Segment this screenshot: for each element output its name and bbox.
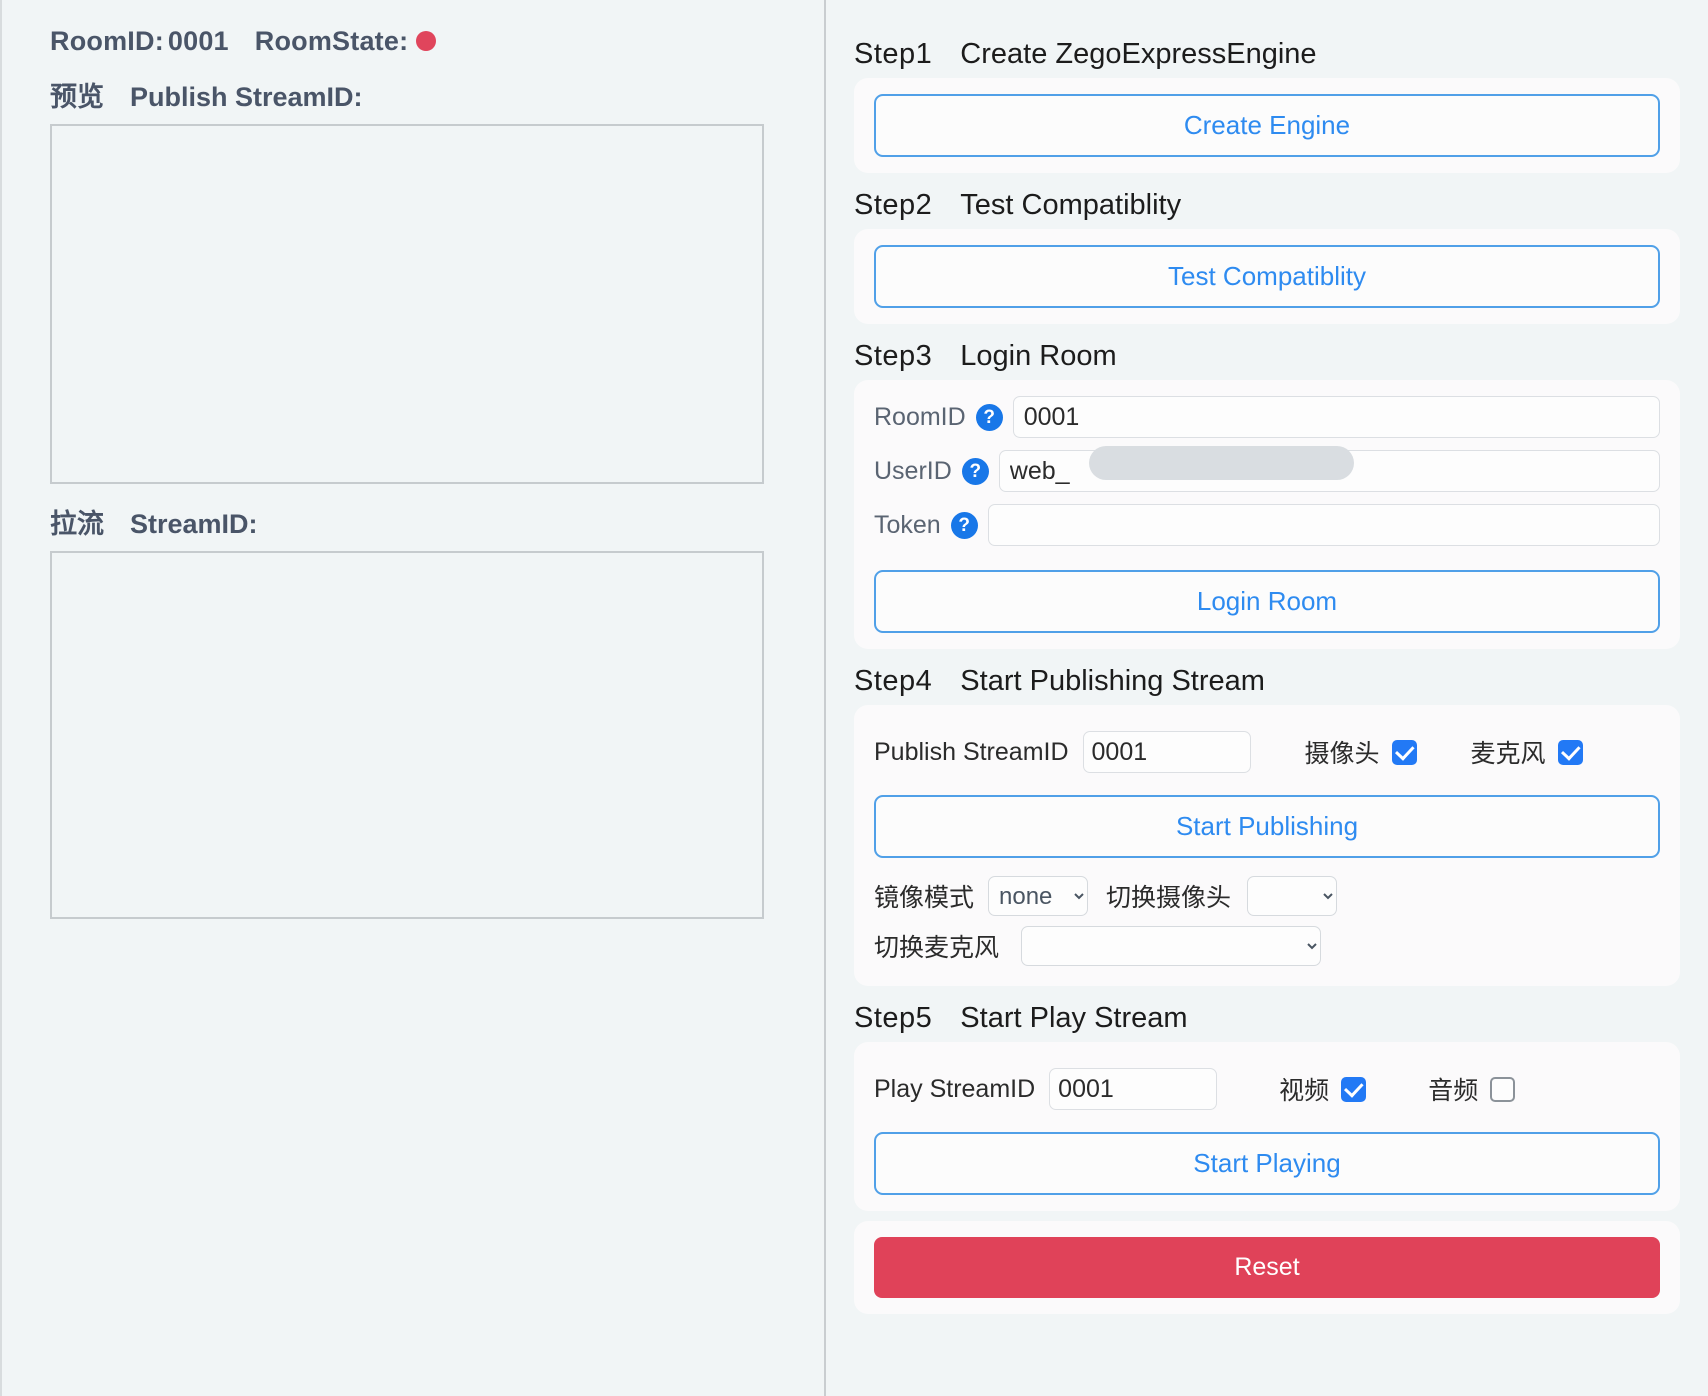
room-id-label: RoomID: [50, 26, 164, 56]
publish-streamid-label: Publish StreamID [874, 737, 1069, 766]
switch-camera-label: 切换摄像头 [1106, 884, 1232, 912]
publish-streamid-row: Publish StreamID 摄像头 麦克风 [874, 731, 1660, 773]
room-id-field-row: RoomID ? [874, 396, 1660, 438]
step5-heading: Step5 Start Play Stream [854, 1004, 1680, 1033]
step5-card: Play StreamID 视频 音频 Start Playing [854, 1042, 1680, 1211]
camera-checkbox[interactable] [1391, 739, 1417, 765]
step3-title: Login Room [960, 340, 1117, 372]
preview-label-en: Publish StreamID: [130, 82, 363, 112]
step3-heading: Step3 Login Room [854, 342, 1680, 371]
camera-label: 摄像头 [1304, 740, 1380, 768]
play-streamid-row: Play StreamID 视频 音频 [874, 1068, 1660, 1110]
switch-microphone-select[interactable] [1021, 926, 1322, 966]
step2-card: Test Compatiblity [854, 229, 1680, 324]
audio-checkbox[interactable] [1490, 1076, 1516, 1102]
reset-card: Reset [854, 1221, 1680, 1314]
video-checkbox[interactable] [1341, 1076, 1367, 1102]
camera-checkbox-group: 摄像头 [1305, 734, 1417, 770]
roomid-input[interactable] [1012, 396, 1660, 438]
step5-number: Step5 [854, 1002, 933, 1034]
roomid-help-question-mark-icon[interactable]: ? [975, 403, 1003, 431]
mirror-and-camera-row: 镜像模式 none 切换摄像头 [874, 876, 1660, 916]
mirror-mode-select[interactable]: none [988, 876, 1089, 916]
switch-mic-row: 切换麦克风 [874, 926, 1660, 966]
room-id-value: 0001 [167, 26, 229, 56]
step4-number: Step4 [854, 665, 933, 697]
play-video-container[interactable] [50, 551, 764, 919]
room-state-indicator-icon [416, 31, 437, 51]
video-checkbox-group: 视频 [1279, 1071, 1367, 1107]
play-label-cn: 拉流 [50, 509, 104, 539]
reset-button[interactable]: Reset [874, 1237, 1660, 1298]
switch-camera-select[interactable] [1247, 876, 1338, 916]
token-help-question-mark-icon[interactable]: ? [950, 511, 978, 539]
microphone-label: 麦克风 [1470, 740, 1546, 768]
step5-title: Start Play Stream [960, 1002, 1188, 1034]
room-status-bar: RoomID: 0001 RoomState: [50, 0, 824, 57]
user-id-field-row: UserID ? [874, 450, 1660, 492]
microphone-checkbox-group: 麦克风 [1471, 734, 1583, 770]
room-state-label: RoomState: [254, 26, 409, 56]
preview-section-label: 预览 Publish StreamID: [50, 57, 824, 124]
userid-field-label: UserID [874, 456, 952, 485]
token-field-label: Token [874, 510, 941, 539]
audio-checkbox-group: 音频 [1428, 1071, 1516, 1107]
roomid-field-label: RoomID [874, 402, 966, 431]
create-engine-button[interactable]: Create Engine [874, 94, 1660, 157]
play-section-label: 拉流 StreamID: [50, 484, 824, 551]
play-label-en: StreamID: [130, 509, 258, 539]
video-label: 视频 [1279, 1077, 1330, 1105]
userid-input[interactable] [998, 450, 1660, 492]
step4-card: Publish StreamID 摄像头 麦克风 Start Publishin… [854, 705, 1680, 986]
play-streamid-input[interactable] [1049, 1068, 1218, 1110]
test-compatibility-button[interactable]: Test Compatiblity [874, 245, 1660, 308]
step2-title: Test Compatiblity [960, 189, 1182, 221]
microphone-checkbox[interactable] [1557, 739, 1583, 765]
userid-help-question-mark-icon[interactable]: ? [961, 457, 989, 485]
preview-label-cn: 预览 [50, 82, 104, 112]
step2-number: Step2 [854, 189, 933, 221]
audio-label: 音频 [1428, 1077, 1479, 1105]
right-control-panel: Step1 Create ZegoExpressEngine Create Eng… [826, 0, 1708, 1396]
start-publishing-button[interactable]: Start Publishing [874, 795, 1660, 858]
login-room-button[interactable]: Login Room [874, 570, 1660, 633]
step2-heading: Step2 Test Compatiblity [854, 191, 1680, 220]
step1-card: Create Engine [854, 78, 1680, 173]
start-playing-button[interactable]: Start Playing [874, 1132, 1660, 1195]
step1-heading: Step1 Create ZegoExpressEngine [854, 40, 1680, 69]
step3-card: RoomID ? UserID ? Token ? Login Room [854, 380, 1680, 649]
mirror-mode-label: 镜像模式 [874, 884, 975, 912]
publish-streamid-input[interactable] [1082, 731, 1251, 773]
token-input[interactable] [987, 504, 1660, 546]
preview-video-container[interactable] [50, 124, 764, 484]
step4-heading: Step4 Start Publishing Stream [854, 667, 1680, 696]
token-field-row: Token ? [874, 504, 1660, 546]
play-streamid-label: Play StreamID [874, 1074, 1036, 1103]
step1-title: Create ZegoExpressEngine [960, 38, 1317, 70]
step3-number: Step3 [854, 340, 933, 372]
step1-number: Step1 [854, 38, 933, 70]
switch-mic-label: 切换麦克风 [874, 934, 1000, 962]
step4-title: Start Publishing Stream [960, 665, 1265, 697]
left-video-panel: RoomID: 0001 RoomState: 预览 Publish StreamID… [0, 0, 826, 1396]
